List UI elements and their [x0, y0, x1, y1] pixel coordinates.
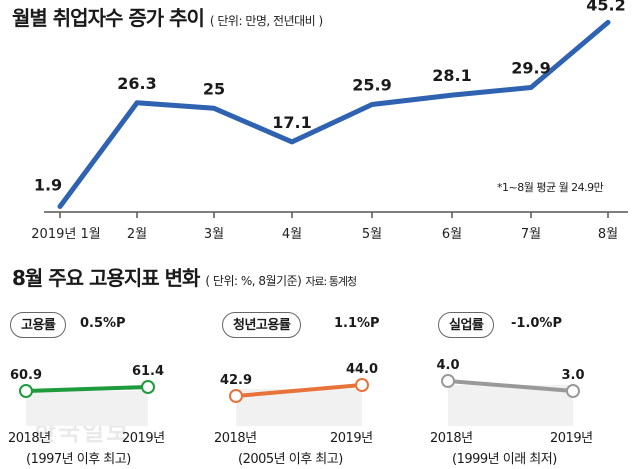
mini-point-0 — [441, 374, 455, 388]
mini-area — [448, 385, 573, 426]
mini2-year-start: 2018년 — [214, 431, 257, 446]
mini1-year-end: 2019년 — [122, 431, 165, 446]
monthly-employment-chart: 2019년 1월 2월 3월 4월 5월 6월 7월 8월 1.9 26.3 25 17.1 25.9… — [31, 0, 628, 242]
mini-series-line — [24, 385, 150, 393]
x-tick-label: 6월 — [442, 227, 462, 242]
data-label: 1.9 — [34, 175, 62, 194]
mini-value-label: 4.0 — [436, 358, 459, 373]
data-label: 26.3 — [117, 74, 156, 93]
chart-unit: ( 단위: 만명, 전년대비 ) — [209, 14, 323, 28]
mini-value-label: 42.9 — [220, 373, 252, 388]
mini-point-0 — [19, 384, 33, 398]
mini-point-1 — [355, 378, 369, 392]
mini-value-label: 3.0 — [561, 368, 584, 383]
mini-value-label: 60.9 — [10, 368, 42, 383]
x-tick-label: 7월 — [521, 227, 541, 242]
mini-value-label: 44.0 — [346, 362, 378, 377]
mini-point-1 — [141, 380, 155, 394]
x-tick-label: 8월 — [598, 227, 618, 242]
data-label: 45.2 — [586, 0, 625, 14]
x-tick-label: 4월 — [282, 227, 302, 242]
indicator-label-unemployment-rate: 실업률 — [438, 312, 495, 338]
indicator-label-youth-employment-rate: 청년고용률 — [222, 312, 302, 338]
mini1-note: (1997년 이후 최고) — [26, 452, 131, 467]
mini3-year-start: 2018년 — [430, 431, 473, 446]
data-label: 28.1 — [432, 66, 471, 85]
mini-point-0 — [229, 389, 243, 403]
x-tick-label: 3월 — [204, 227, 224, 242]
section2-unit: ( 단위: %, 8월기준) — [205, 274, 302, 288]
mini3-year-end: 2019년 — [550, 431, 593, 446]
mini-point-1 — [566, 384, 580, 398]
data-label: 25 — [203, 79, 225, 98]
indicator-delta-employment-rate: 0.5%P — [80, 316, 126, 331]
mini2-note: (2005년 이후 최고) — [238, 452, 343, 467]
mini2-year-end: 2019년 — [330, 431, 373, 446]
indicator-delta-unemployment-rate: -1.0%P — [511, 316, 562, 331]
indicator-delta-youth-employment-rate: 1.1%P — [334, 316, 380, 331]
x-tick-label: 2월 — [127, 227, 147, 242]
x-tick-label: 5월 — [362, 227, 382, 242]
mini-area — [26, 391, 148, 426]
section2-title: 8월 주요 고용지표 변화( 단위: %, 8월기준) 자료: 통계청 — [12, 266, 357, 290]
mini1-year-start: 2018년 — [8, 431, 51, 446]
mini-charts: 60.9 61.4 42.9 44.0 4.0 3.0 — [10, 358, 585, 426]
x-tick-label: 2019년 1월 — [31, 227, 100, 242]
average-note: *1~8월 평균 월 24.9만 — [497, 181, 604, 194]
mini-series-line — [446, 379, 575, 393]
data-label: 29.9 — [511, 58, 550, 77]
source-note: 자료: 통계청 — [305, 275, 357, 288]
mini-value-label: 61.4 — [132, 364, 164, 379]
chart-title: 월별 취업자수 증가 추이( 단위: 만명, 전년대비 ) — [12, 6, 323, 30]
series-line — [57, 19, 611, 209]
data-label: 25.9 — [352, 75, 391, 94]
indicator-label-employment-rate: 고용률 — [10, 312, 67, 338]
mini3-note: (1999년 이래 최저) — [452, 452, 557, 467]
mini-series-line — [234, 383, 364, 398]
data-label: 17.1 — [272, 113, 311, 132]
